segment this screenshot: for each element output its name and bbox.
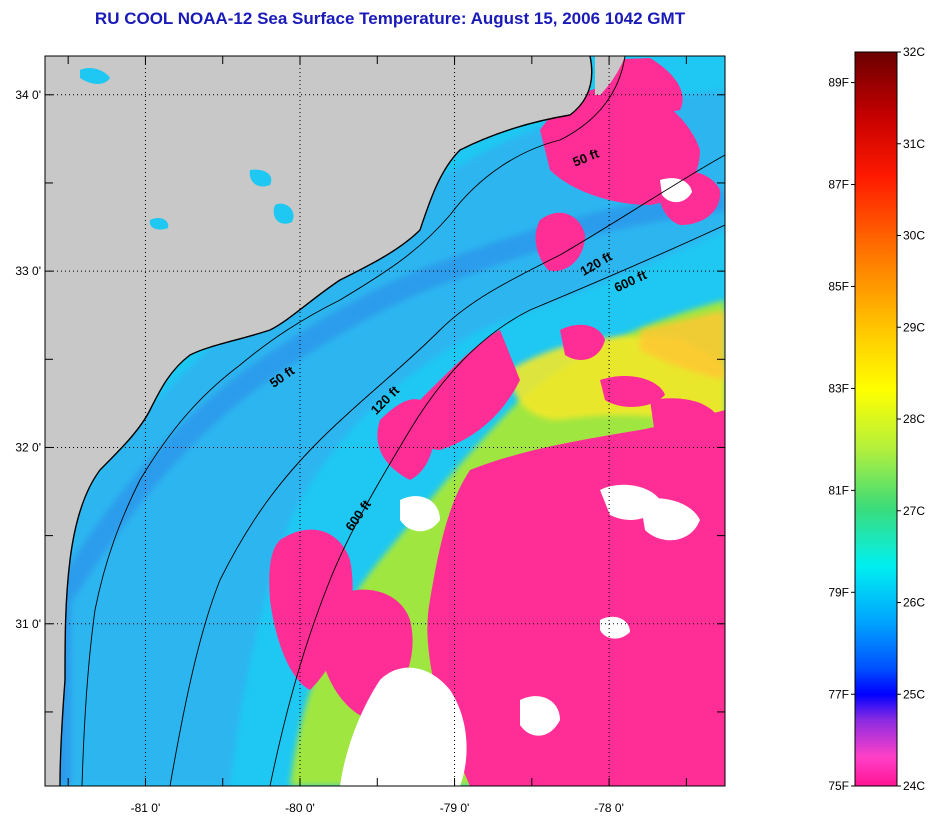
map-frame xyxy=(44,55,726,787)
cloud-mask xyxy=(269,58,725,786)
colorbar-label-f: 89F xyxy=(828,76,849,90)
colorbar-label-c: 31C xyxy=(903,137,925,151)
colorbar-label-f: 77F xyxy=(828,687,849,701)
colorbar-label-c: 30C xyxy=(903,229,925,243)
lat-tick-label: 34 0' xyxy=(15,88,41,102)
inland-water xyxy=(80,67,294,230)
colorbar-label-f: 83F xyxy=(828,381,849,395)
colorbar-label-c: 27C xyxy=(903,504,925,518)
coastline xyxy=(59,56,593,786)
colorbar-label-f: 75F xyxy=(828,779,849,793)
contour-120ft xyxy=(169,154,725,786)
colorbar-label-f: 85F xyxy=(828,279,849,293)
contour-600ft xyxy=(269,224,725,786)
lat-tick-label: 33 0' xyxy=(15,264,41,278)
colorbar-label-c: 25C xyxy=(903,687,925,701)
lat-tick-label: 31 0' xyxy=(15,617,41,631)
colorbar-label-c: 32C xyxy=(903,45,925,59)
missing-data xyxy=(340,178,700,786)
colorbar-label-f: 79F xyxy=(828,585,849,599)
lon-tick-label: -78 0' xyxy=(594,801,624,815)
colorbar-label-c: 29C xyxy=(903,320,925,334)
land xyxy=(45,56,592,786)
colorbar xyxy=(854,51,898,787)
colorbar-label-f: 87F xyxy=(828,178,849,192)
warm-core xyxy=(640,310,725,380)
lon-tick-label: -81 0' xyxy=(131,801,161,815)
map-tick-labels: -81 0' -80 0' -79 0' -78 0' 34 0' 33 0' 32 0' 3… xyxy=(15,88,624,815)
map-title: RU COOL NOAA-12 Sea Surface Temperature:… xyxy=(94,9,686,28)
map-grid xyxy=(45,56,725,786)
lon-tick-label: -80 0' xyxy=(285,801,315,815)
lat-tick-label: 32 0' xyxy=(15,440,41,454)
lon-tick-label: -79 0' xyxy=(440,801,470,815)
map-ticks xyxy=(45,56,725,786)
colorbar-label-c: 24C xyxy=(903,779,925,793)
colorbar-label-f: 81F xyxy=(828,483,849,497)
colorbar-label-c: 26C xyxy=(903,596,925,610)
contour-50ft xyxy=(81,56,626,786)
colorbar-labels: 89F 87F 85F 83F 81F 79F 77F 75F 32C 31C 30C 29C 28C 2… xyxy=(828,45,925,793)
land-cape xyxy=(595,56,625,95)
colorbar-label-c: 28C xyxy=(903,412,925,426)
